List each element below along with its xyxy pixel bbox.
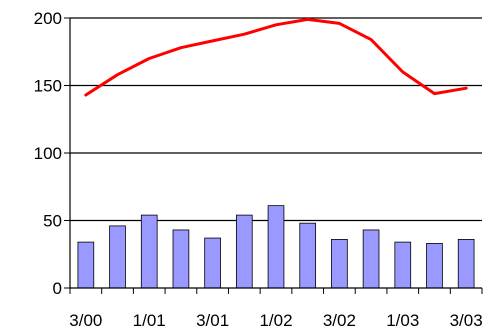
x-tick-label-3-03: 3/03 bbox=[450, 311, 483, 330]
axes bbox=[64, 17, 483, 294]
x-tick-label-1-02: 1/02 bbox=[259, 311, 292, 330]
y-tick-label-100: 100 bbox=[34, 144, 62, 163]
y-tick-label-0: 0 bbox=[53, 279, 62, 298]
bar-6 bbox=[267, 205, 285, 289]
x-tick-label-1-01: 1/01 bbox=[133, 311, 166, 330]
bar-8 bbox=[331, 238, 348, 289]
bar-7 bbox=[299, 222, 317, 289]
line-path bbox=[84, 17, 468, 97]
bar-3 bbox=[172, 229, 190, 289]
bar-1 bbox=[109, 225, 126, 289]
x-tick-label-3-02: 3/02 bbox=[323, 311, 356, 330]
bar-0 bbox=[77, 241, 95, 289]
bar-4 bbox=[204, 237, 221, 289]
bar-10 bbox=[394, 241, 412, 289]
y-tick-label-150: 150 bbox=[34, 77, 62, 96]
grid-lines bbox=[70, 17, 482, 222]
y-tick-label-50: 50 bbox=[43, 212, 62, 231]
bar-11 bbox=[426, 243, 443, 289]
line-series bbox=[84, 17, 468, 97]
x-tick-labels: 3/00 1/01 3/01 1/02 3/02 1/03 3/03 bbox=[69, 311, 482, 330]
x-tick-label-3-01: 3/01 bbox=[196, 311, 229, 330]
bar-series bbox=[77, 205, 475, 289]
x-tick-label-1-03: 1/03 bbox=[386, 311, 419, 330]
bar-2 bbox=[140, 214, 158, 289]
bar-9 bbox=[362, 229, 380, 289]
y-tick-labels: 0 50 100 150 200 bbox=[34, 9, 62, 298]
bar-5 bbox=[235, 214, 253, 289]
y-tick-label-200: 200 bbox=[34, 9, 62, 28]
x-tick-label-3-00: 3/00 bbox=[69, 311, 102, 330]
bar-12 bbox=[457, 238, 475, 289]
